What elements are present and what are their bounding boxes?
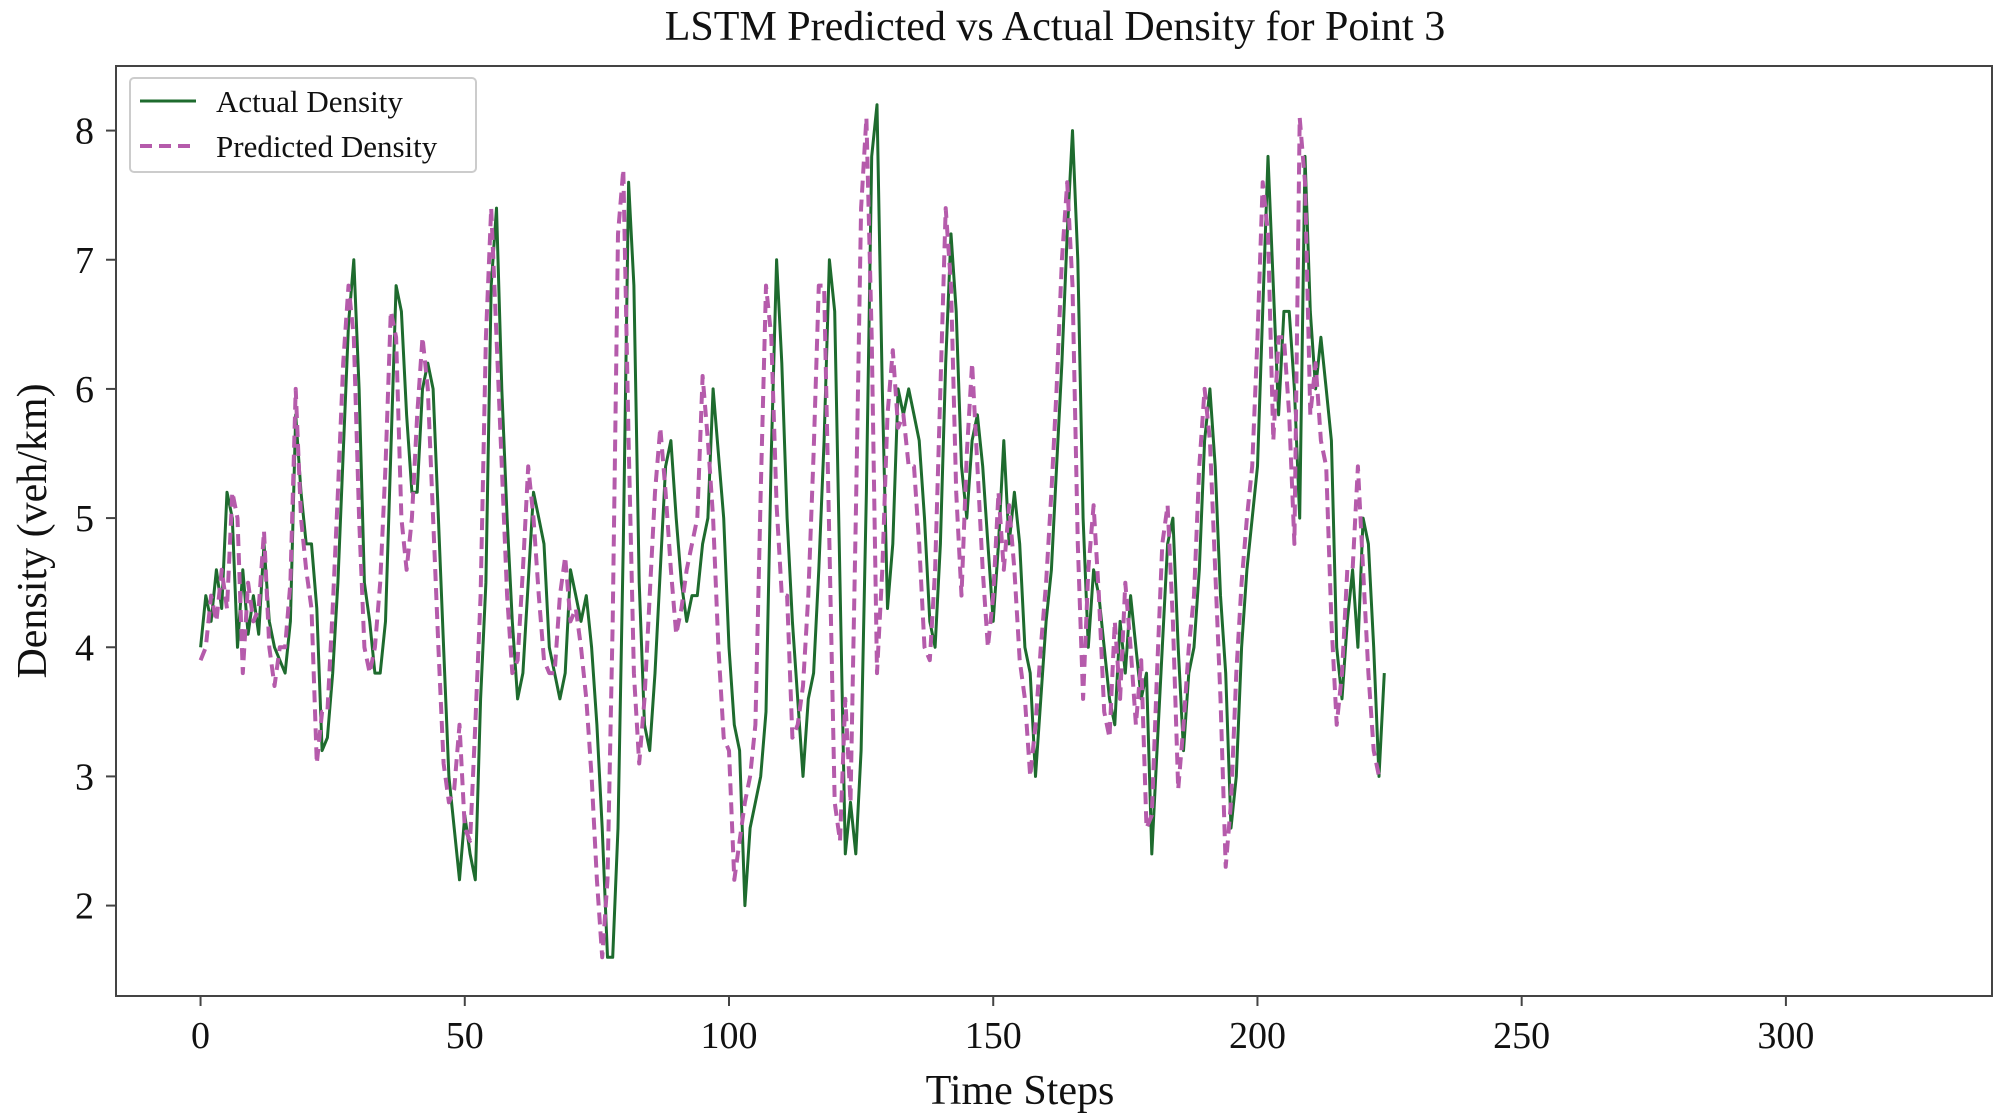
y-tick-label: 2: [75, 886, 94, 928]
y-axis: 2 3 4 5 6 7 8: [75, 111, 116, 928]
x-axis: 0 50 100 150 200 250 300: [191, 996, 1814, 1057]
y-tick-label: 6: [75, 369, 94, 411]
y-tick-label: 5: [75, 498, 94, 540]
x-tick-label: 300: [1757, 1015, 1814, 1057]
x-tick-label: 0: [191, 1015, 210, 1057]
plot-area-frame: [115, 65, 1993, 997]
y-tick-label: 7: [75, 240, 94, 282]
legend-box: [129, 77, 477, 173]
y-tick-label: 8: [75, 111, 94, 153]
actual-density-line: [199, 103, 1386, 959]
y-tick-label: 4: [75, 627, 94, 669]
predicted-density-line: [198, 115, 1381, 960]
x-tick-label: 250: [1493, 1015, 1550, 1057]
legend-label-predicted: Predicted Density: [216, 129, 438, 164]
x-tick-label: 200: [1229, 1015, 1286, 1057]
chart-title: LSTM Predicted vs Actual Density for Poi…: [665, 4, 1445, 50]
x-tick-label: 100: [701, 1015, 758, 1057]
legend-label-actual: Actual Density: [216, 84, 403, 119]
y-tick-label: 3: [75, 756, 94, 798]
x-tick-label: 50: [446, 1015, 484, 1057]
series-layer: [198, 103, 1386, 960]
y-axis-label: Density (veh/km): [10, 383, 56, 678]
legend: Actual Density Predicted Density: [129, 77, 477, 173]
x-tick-label: 150: [965, 1015, 1022, 1057]
x-axis-label: Time Steps: [926, 1068, 1115, 1114]
